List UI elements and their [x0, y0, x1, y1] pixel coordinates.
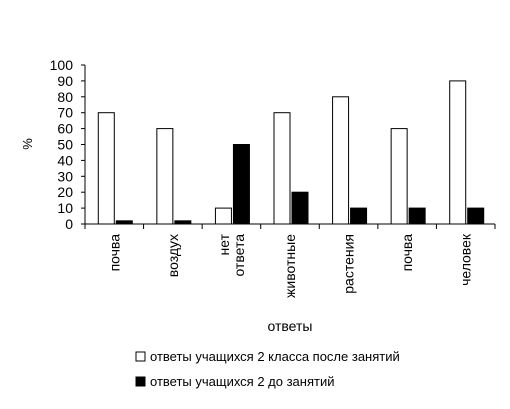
- x-tick-label: нет: [216, 233, 232, 255]
- bar: [214, 207, 232, 225]
- x-tick-label: почва: [399, 234, 415, 272]
- legend-label: ответы учащихся 2 класса после занятий: [150, 349, 400, 364]
- y-tick-label: 90: [57, 73, 73, 89]
- bar: [408, 207, 426, 225]
- bar: [332, 96, 350, 225]
- bar: [97, 112, 115, 225]
- bar: [156, 128, 174, 225]
- y-tick-label: 50: [57, 137, 73, 153]
- x-tick-label: ответа: [231, 234, 247, 277]
- y-tick-label: 10: [57, 200, 73, 216]
- legend-swatch: [135, 351, 146, 362]
- y-tick-label: 20: [57, 184, 73, 200]
- x-axis-label: ответы: [268, 318, 313, 334]
- x-tick-label: растения: [341, 234, 357, 294]
- bar: [449, 80, 467, 225]
- y-tick-label: 30: [57, 168, 73, 184]
- bar: [115, 220, 133, 225]
- x-tick-label: воздух: [165, 234, 181, 277]
- bar: [291, 191, 309, 225]
- legend-item: ответы учащихся 2 до занятий: [135, 374, 335, 389]
- bar: [273, 112, 291, 225]
- legend: ответы учащихся 2 класса после занятий о…: [135, 349, 400, 389]
- y-tick-label: 0: [65, 216, 73, 232]
- legend-label: ответы учащихся 2 до занятий: [150, 374, 335, 389]
- y-tick-label: 40: [57, 152, 73, 168]
- y-tick-label: 60: [57, 121, 73, 137]
- bar: [350, 207, 368, 225]
- bar: [174, 220, 192, 225]
- y-tick-label: 70: [57, 105, 73, 121]
- legend-item: ответы учащихся 2 класса после занятий: [135, 349, 400, 364]
- bar: [390, 128, 408, 225]
- y-tick-label: 100: [50, 57, 74, 73]
- x-tick-label: почва: [106, 234, 122, 272]
- legend-swatch: [135, 376, 146, 387]
- bar: [467, 207, 485, 225]
- bar: [232, 144, 250, 225]
- y-axis-label: %: [20, 138, 35, 150]
- y-tick-label: 80: [57, 89, 73, 105]
- x-tick-label: животные: [282, 234, 298, 298]
- x-tick-label: человек: [458, 233, 474, 286]
